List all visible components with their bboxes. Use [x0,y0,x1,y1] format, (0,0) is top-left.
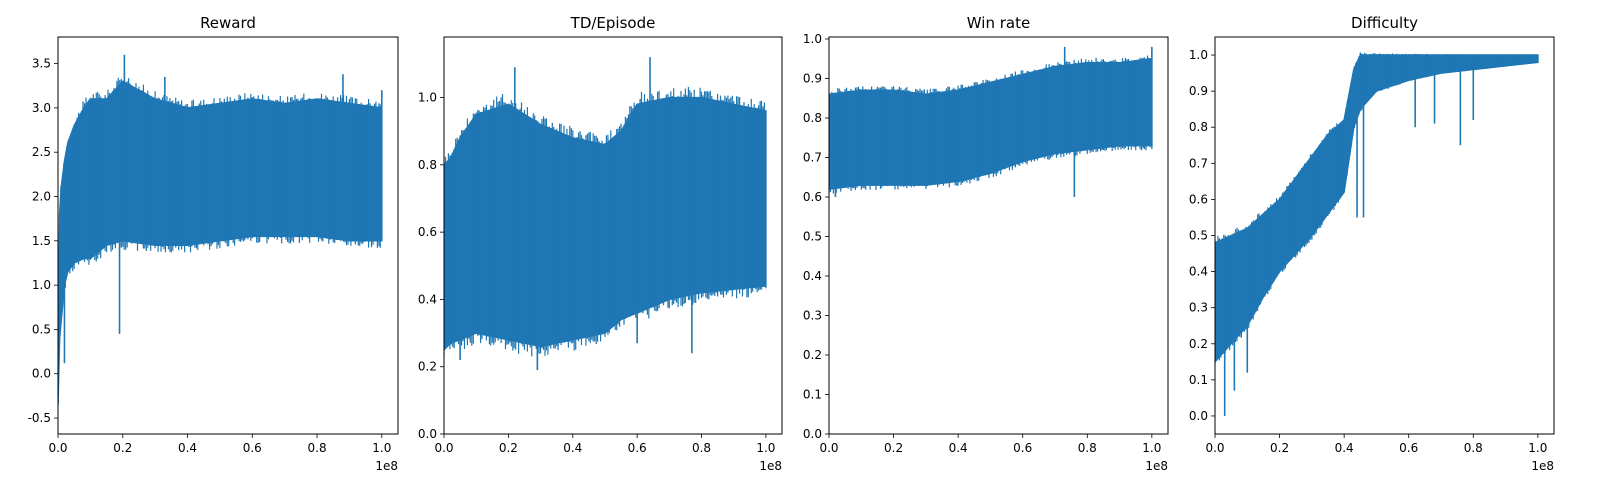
x-tick-label: 0.8 [1078,441,1097,455]
x-tick-label: 0.4 [178,441,197,455]
x-tick-label: 1.0 [1142,441,1161,455]
y-tick-label: 0.2 [1189,337,1208,351]
x-tick-label: 0.4 [1335,441,1354,455]
x-tick-label: 0.6 [628,441,647,455]
y-tick-label: 0.8 [418,158,437,172]
x-tick-label: 0.8 [1464,441,1483,455]
x-tick-label: 1.0 [372,441,391,455]
y-tick-label: 0.0 [1189,409,1208,423]
y-tick-label: 0.9 [1189,84,1208,98]
y-tick-label: 0.2 [418,360,437,374]
y-tick-label: 0.7 [1189,156,1208,170]
chart-title: TD/Episode [570,14,656,32]
y-tick-label: 0.0 [418,427,437,441]
x-tick-label: 0.0 [819,441,838,455]
series-line [444,57,767,371]
axes-frame [443,36,783,435]
y-tick-label: 0.5 [803,229,822,243]
chart-panel-2: 0.0 0.2 0.4 0.6 0.8 1.0 0.0 0.2 0.4 0.6 0.8 1.0 TD/E… [418,14,783,473]
y-tick-label: 0.6 [418,225,437,239]
x-tick-label: 0.8 [692,441,711,455]
axes-frame [57,36,399,435]
chart-panel-1: 0.0 0.2 0.4 0.6 0.8 1.0 -0.5 0.0 0.5 1.0 1.5 2.0 2.5… [28,14,399,473]
y-tick-label: 0.9 [803,71,822,85]
y-tick-label: 0.3 [803,308,822,322]
y-tick-label: 2.0 [32,190,51,204]
x-tick-label: 0.0 [434,441,453,455]
y-tick-label: 0.3 [1189,301,1208,315]
y-tick-label: 0.8 [803,111,822,125]
series-band [1215,54,1539,363]
series-line [1215,52,1539,416]
y-tick-label: -0.5 [28,411,51,425]
y-tick-label: 1.0 [803,32,822,46]
x-tick-label: 0.6 [1399,441,1418,455]
y-tick-label: 0.7 [803,150,822,164]
series-noise [444,86,767,358]
x-offset-label: 1e8 [1145,459,1168,473]
series-noise [1215,52,1539,366]
y-tick-label: 1.5 [32,234,51,248]
chart-title: Difficulty [1351,14,1418,32]
y-tick-label: 1.0 [32,278,51,292]
series-line [58,54,383,405]
chart-panel-3: 0.0 0.2 0.4 0.6 0.8 1.0 0.0 0.1 0.2 0.3 0.4 0.5 0.6 0… [803,14,1169,473]
y-tick-label: 1.0 [418,91,437,105]
chart-panel-4: 0.0 0.2 0.4 0.6 0.8 1.0 0.0 0.1 0.2 0.3 0.4 0.5 0.6 0… [1189,14,1555,473]
x-tick-label: 0.6 [1013,441,1032,455]
y-tick-label: 3.0 [32,101,51,115]
x-tick-label: 1.0 [1528,441,1547,455]
y-tick-label: 0.0 [803,427,822,441]
series-line [829,46,1153,197]
x-tick-label: 0.0 [1205,441,1224,455]
y-tick-label: 0.1 [1189,373,1208,387]
y-tick-label: 0.8 [1189,120,1208,134]
y-tick-label: 0.6 [1189,192,1208,206]
x-offset-label: 1e8 [1531,459,1554,473]
y-tick-label: 0.1 [803,387,822,401]
x-tick-label: 0.2 [113,441,132,455]
chart-title: Win rate [967,14,1030,32]
x-offset-label: 1e8 [759,459,782,473]
y-tick-label: 0.0 [32,367,51,381]
series-noise [829,55,1153,194]
y-tick-label: 0.2 [803,348,822,362]
y-tick-label: 0.4 [1189,265,1208,279]
axes-frame [828,36,1169,435]
x-tick-label: 0.4 [563,441,582,455]
x-tick-label: 1.0 [756,441,775,455]
x-tick-label: 0.2 [1270,441,1289,455]
x-tick-label: 0.8 [308,441,327,455]
y-tick-label: 3.5 [32,57,51,71]
y-tick-label: 1.0 [1189,48,1208,62]
x-tick-label: 0.2 [499,441,518,455]
x-tick-label: 0.6 [243,441,262,455]
y-tick-label: 0.5 [32,322,51,336]
y-tick-label: 2.5 [32,145,51,159]
y-tick-label: 0.5 [1189,229,1208,243]
x-tick-label: 0.4 [949,441,968,455]
series-noise [58,77,383,405]
x-offset-label: 1e8 [375,459,398,473]
x-tick-label: 0.0 [48,441,67,455]
y-tick-label: 0.4 [803,269,822,283]
y-tick-label: 0.4 [418,292,437,306]
y-tick-label: 0.6 [803,190,822,204]
chart-title: Reward [200,14,256,32]
x-tick-label: 0.2 [884,441,903,455]
